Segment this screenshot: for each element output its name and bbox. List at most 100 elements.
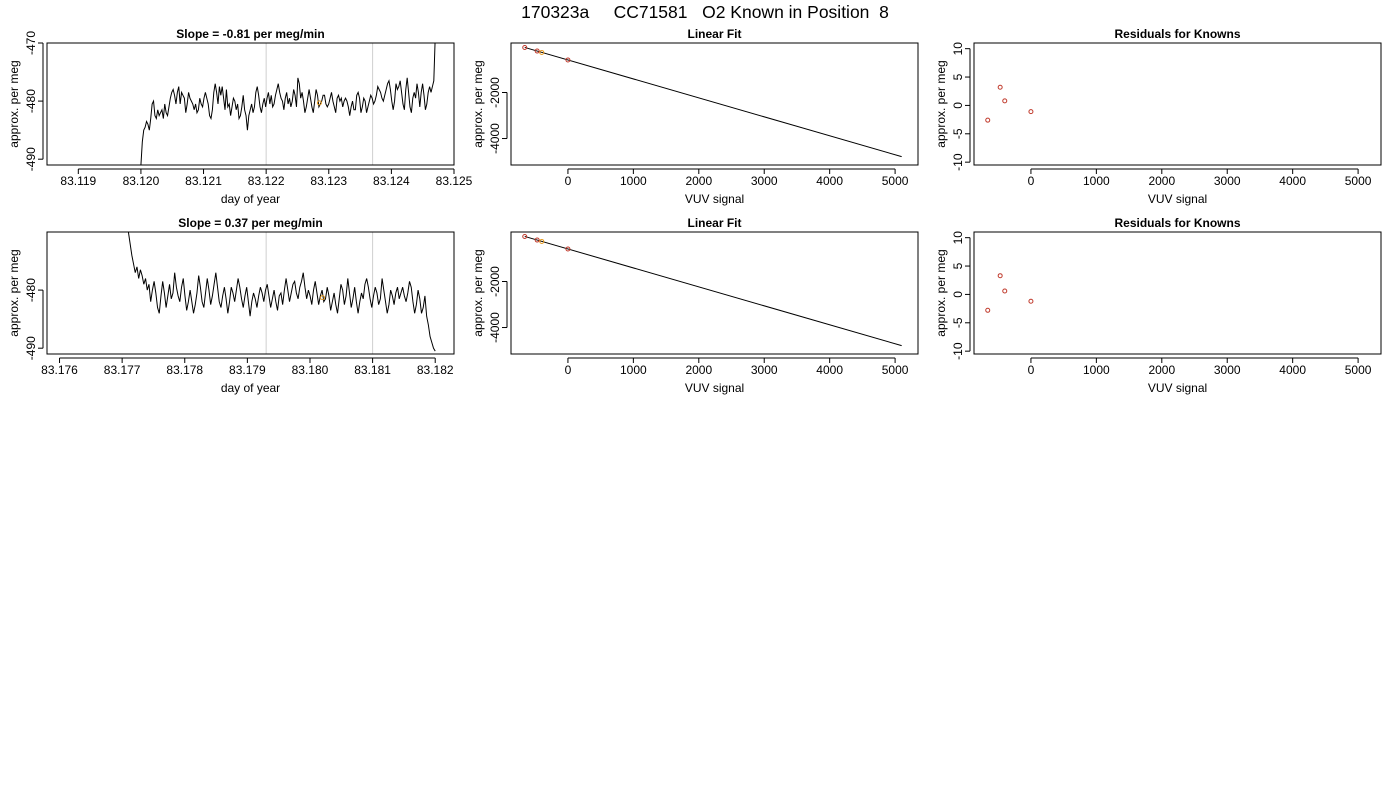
chart-3-x-tick-label-1: 0	[1028, 174, 1035, 188]
chart-1-title: Slope = -0.81 per meg/min	[176, 27, 324, 41]
chart-5-point-1	[522, 233, 528, 239]
chart-5-x-tick-label-6: 5000	[882, 363, 909, 377]
chart-5-y-tick-label-1: -4000	[488, 312, 502, 343]
chart-5-x-axis-label: VUV signal	[685, 381, 744, 395]
chart-5-title: Linear Fit	[687, 216, 741, 230]
chart-5-x-tick-label-4: 3000	[751, 363, 778, 377]
chart-6-x-tick-label-6: 5000	[1345, 363, 1372, 377]
chart-6-x-tick-label-3: 2000	[1148, 363, 1175, 377]
chart-4-x-tick-label-7: 83.182	[417, 363, 454, 377]
chart-4-x-tick-label-1: 83.176	[41, 363, 78, 377]
chart-2-point-1	[522, 44, 528, 50]
chart-3-x-tick-label-4: 3000	[1214, 174, 1241, 188]
chart-5-x-tick-label-1: 0	[565, 363, 572, 377]
chart-4-svg: Slope = 0.37 per meg/min 83.176 83.177 83.1…	[7, 216, 455, 395]
chart-6-point-1	[985, 307, 991, 313]
chart-1-y-tick-label-2: -480	[24, 89, 38, 113]
chart-4-y-tick-label-2: -480	[24, 278, 38, 302]
chart-1-svg: Slope = -0.81 per meg/min 83.119 83.120 83.…	[7, 27, 473, 206]
chart-5-y-tick-label-2: -2000	[488, 266, 502, 297]
chart-1-x-tick-label-6: 83.124	[373, 174, 410, 188]
chart-6-y-tick-label-2: -5	[951, 317, 965, 328]
chart-2-point-3	[539, 49, 545, 55]
chart-panel-2: Linear Fit 0 1000 2000 3000 4000 5000 VUV signa…	[464, 0, 924, 210]
chart-3-y-tick-label-3: 0	[951, 102, 965, 109]
chart-1-y-tick-label-3: -470	[24, 31, 38, 55]
chart-2-y-tick-label-1: -4000	[488, 123, 502, 154]
chart-6-frame	[973, 231, 1382, 355]
chart-2-y-tick-label-2: -2000	[488, 77, 502, 108]
chart-4-x-axis-label: day of year	[221, 381, 280, 395]
chart-6-x-tick-label-5: 4000	[1279, 363, 1306, 377]
chart-4-x-tick-label-2: 83.177	[104, 363, 141, 377]
chart-3-x-tick-label-2: 1000	[1083, 174, 1110, 188]
chart-panel-5: Linear Fit 0 1000 2000 3000 4000 5000 VUV signa…	[464, 189, 924, 399]
chart-2-frame	[510, 42, 919, 166]
chart-3-title: Residuals for Knowns	[1114, 27, 1240, 41]
chart-5-y-axis-label: approx. per meg	[471, 249, 485, 336]
chart-3-y-tick-label-1: -10	[951, 153, 965, 171]
chart-6-point-4	[1028, 298, 1034, 304]
chart-3-point-1	[985, 117, 991, 123]
chart-1-point-1	[316, 100, 322, 106]
chart-4-x-tick-label-4: 83.179	[229, 363, 266, 377]
chart-6-title: Residuals for Knowns	[1114, 216, 1240, 230]
chart-6-y-tick-label-5: 10	[951, 231, 965, 245]
chart-5-point-3	[539, 238, 545, 244]
chart-6-x-tick-label-4: 3000	[1214, 363, 1241, 377]
chart-5-frame	[510, 231, 919, 355]
chart-4-y-tick-label-1: -490	[24, 336, 38, 360]
chart-5-point-4	[565, 246, 571, 252]
chart-6-x-axis-label: VUV signal	[1148, 381, 1207, 395]
chart-4-frame	[46, 231, 455, 355]
chart-3-y-tick-label-2: -5	[951, 128, 965, 139]
chart-2-x-tick-label-3: 2000	[685, 174, 712, 188]
chart-1-x-axis-label: day of year	[221, 192, 280, 206]
chart-2-x-tick-label-1: 0	[565, 174, 572, 188]
chart-panel-3: Residuals for Knowns 0 1000 2000 3000 4000 500…	[926, 0, 1386, 210]
chart-2-x-tick-label-2: 1000	[620, 174, 647, 188]
chart-1-y-tick-label-1: -490	[24, 147, 38, 171]
chart-panel-4: Slope = 0.37 per meg/min 83.176 83.177 83.1…	[0, 189, 460, 399]
chart-1-frame	[46, 42, 455, 166]
chart-2-fit-line	[524, 46, 902, 158]
chart-panel-6: Residuals for Knowns 0 1000 2000 3000 4000 500…	[926, 189, 1386, 399]
chart-5-point-2	[534, 237, 540, 243]
chart-2-x-tick-label-5: 4000	[816, 174, 843, 188]
chart-1-x-tick-label-7: 83.125	[436, 174, 473, 188]
chart-2-x-axis-label: VUV signal	[685, 192, 744, 206]
chart-6-y-axis-label: approx. per meg	[934, 249, 948, 336]
chart-3-x-tick-label-5: 4000	[1279, 174, 1306, 188]
chart-5-x-tick-label-3: 2000	[685, 363, 712, 377]
chart-2-point-4	[565, 57, 571, 63]
chart-1-x-tick-label-1: 83.119	[60, 174, 96, 188]
chart-4-x-tick-label-5: 83.180	[292, 363, 329, 377]
chart-1-x-tick-label-5: 83.123	[310, 174, 347, 188]
chart-1-x-tick-label-4: 83.122	[248, 174, 285, 188]
chart-4-series-line	[127, 232, 436, 352]
chart-4-y-axis-label: approx. per meg	[7, 249, 21, 336]
chart-1-x-tick-label-3: 83.121	[185, 174, 222, 188]
chart-2-y-axis-label: approx. per meg	[471, 60, 485, 147]
chart-1-x-tick-label-2: 83.120	[123, 174, 160, 188]
chart-3-frame	[973, 42, 1382, 166]
chart-6-x-tick-label-2: 1000	[1083, 363, 1110, 377]
chart-4-title: Slope = 0.37 per meg/min	[178, 216, 322, 230]
chart-3-y-tick-label-4: 5	[951, 73, 965, 80]
chart-3-x-axis-label: VUV signal	[1148, 192, 1207, 206]
chart-1-series-line	[140, 43, 436, 165]
chart-6-y-tick-label-4: 5	[951, 262, 965, 269]
chart-5-x-tick-label-2: 1000	[620, 363, 647, 377]
chart-6-point-2	[997, 273, 1003, 279]
chart-3-x-tick-label-3: 2000	[1148, 174, 1175, 188]
chart-5-fit-line	[524, 235, 902, 347]
chart-4-point-1	[320, 295, 326, 301]
chart-3-point-3	[1002, 98, 1008, 104]
chart-panel-1: Slope = -0.81 per meg/min 83.119 83.120 83.…	[0, 0, 473, 210]
chart-4-x-tick-label-6: 83.181	[354, 363, 391, 377]
chart-4-x-tick-label-3: 83.178	[166, 363, 203, 377]
chart-2-svg: Linear Fit 0 1000 2000 3000 4000 5000 VUV signa…	[471, 27, 919, 206]
chart-6-y-tick-label-3: 0	[951, 291, 965, 298]
chart-3-point-4	[1028, 109, 1034, 115]
chart-3-point-2	[997, 84, 1003, 90]
